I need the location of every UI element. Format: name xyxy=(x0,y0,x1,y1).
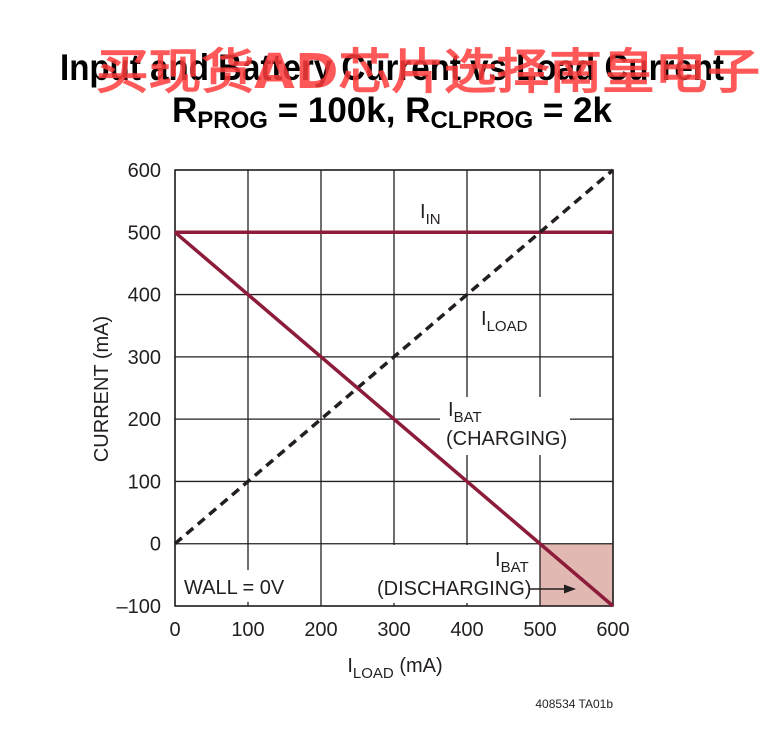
x-tick-label: 500 xyxy=(523,619,556,641)
x-tick-label: 200 xyxy=(304,619,337,641)
x-axis-label: ILOAD (mA) xyxy=(347,655,442,682)
subtitle-r1-sub: PROG xyxy=(197,107,268,134)
tick-layer: 0 100 200 300 400 500 600 600 500 400 300 200 100 0 –1… xyxy=(117,160,630,641)
discharging-arrow-head xyxy=(564,584,576,594)
plot-frame xyxy=(174,169,614,607)
subtitle-mid: = 100k, R xyxy=(268,91,430,130)
series-line-bat xyxy=(173,230,615,608)
annotation-ibat-charging-bg xyxy=(440,397,570,455)
x-tick-label: 600 xyxy=(596,619,629,641)
annotation-iin: IIN xyxy=(420,201,441,228)
y-tick-label: 100 xyxy=(128,471,161,493)
x-tick-label: 300 xyxy=(377,619,410,641)
annotation-ibat-discharging: IBAT xyxy=(495,549,529,576)
subtitle-end: = 2k xyxy=(533,91,612,130)
annotation-ibat-charging: IBAT xyxy=(448,399,482,426)
wall-label-bg xyxy=(178,570,298,602)
chart-title: Input and Battery Current vs Load Curren… xyxy=(60,47,724,88)
y-tick-label: 600 xyxy=(128,160,161,182)
annotation-iload: ILOAD xyxy=(481,308,528,335)
annotation-ibat-discharging-note: (DISCHARGING) xyxy=(377,578,531,600)
x-tick-label: 0 xyxy=(169,619,180,641)
y-tick-label: 500 xyxy=(128,222,161,244)
y-tick-label: 0 xyxy=(150,534,161,556)
watermark-text: 买现货AD芯片选择南皇电子 xyxy=(96,44,760,100)
annotation-layer: IIN ILOAD IBAT (CHARGING) IBAT (DISCHARG… xyxy=(178,201,576,603)
annotation-ibat-charging-note: (CHARGING) xyxy=(446,428,567,450)
y-tick-label: 300 xyxy=(128,347,161,369)
subtitle-r2-sub: CLPROG xyxy=(430,107,533,134)
annotation-ibat-discharging-bg xyxy=(372,545,532,603)
x-tick-label: 400 xyxy=(450,619,483,641)
subtitle-r1: R xyxy=(172,91,197,130)
chart-subtitle: RPROG = 100k, RCLPROG = 2k xyxy=(172,91,612,134)
y-tick-label: 200 xyxy=(128,409,161,431)
y-tick-label: –100 xyxy=(117,596,162,618)
y-tick-label: 400 xyxy=(128,285,161,307)
figure-id: 408534 TA01b xyxy=(535,697,613,711)
wall-label: WALL = 0V xyxy=(184,577,285,599)
series-line-load xyxy=(173,168,615,546)
grid-layer xyxy=(174,169,614,607)
series-layer xyxy=(173,168,615,608)
x-tick-label: 100 xyxy=(231,619,264,641)
y-axis-label: CURRENT (mA) xyxy=(91,316,113,462)
